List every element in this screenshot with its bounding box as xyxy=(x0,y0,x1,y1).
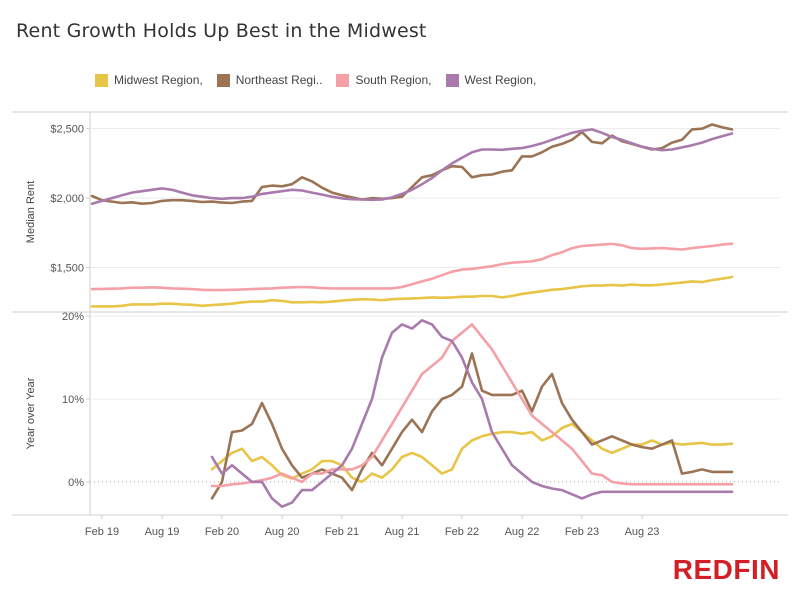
yoy-y-tick-label: 10% xyxy=(62,394,84,406)
x-tick-label: Feb 23 xyxy=(565,526,599,538)
rent-series-line-northeast xyxy=(90,123,734,205)
rent-y-tick-label: $1,500 xyxy=(50,263,84,275)
redfin-logo: REDFIN xyxy=(672,554,780,585)
legend-item-west[interactable]: West Region, xyxy=(445,70,537,90)
chart-title: Rent Growth Holds Up Best in the Midwest xyxy=(16,20,427,42)
x-tick-label: Feb 22 xyxy=(445,526,479,538)
rent-y-axis-label: Median Rent xyxy=(25,181,37,243)
legend-swatch-south xyxy=(336,73,350,87)
x-tick-label: Aug 20 xyxy=(265,526,300,538)
legend-item-midwest[interactable]: Midwest Region, xyxy=(95,70,203,90)
legend-label-west: West Region, xyxy=(464,73,537,87)
yoy-series-line-west xyxy=(210,318,734,509)
yoy-series-line-south xyxy=(210,323,734,488)
x-tick-label: Feb 21 xyxy=(325,526,359,538)
rent-series-line-west xyxy=(90,128,734,205)
x-tick-label: Aug 19 xyxy=(145,526,180,538)
legend: Midwest Region, Northeast Regi.. South R… xyxy=(95,70,550,90)
yoy-y-tick-label: 20% xyxy=(62,311,84,323)
rent-y-tick-label: $2,500 xyxy=(50,124,84,136)
rent-series-line-midwest xyxy=(90,275,734,308)
rent-y-tick-label: $2,000 xyxy=(50,193,84,205)
x-tick-label: Aug 23 xyxy=(625,526,660,538)
legend-item-south[interactable]: South Region, xyxy=(336,70,432,90)
yoy-y-axis-label: Year over Year xyxy=(25,377,37,449)
legend-item-northeast[interactable]: Northeast Regi.. xyxy=(216,70,323,90)
yoy-y-tick-label: 0% xyxy=(68,477,84,489)
x-tick-label: Aug 21 xyxy=(385,526,420,538)
legend-swatch-west xyxy=(445,73,459,87)
legend-label-south: South Region, xyxy=(355,73,432,87)
x-tick-label: Feb 19 xyxy=(85,526,119,538)
legend-swatch-northeast xyxy=(216,73,230,87)
rent-series-line-south xyxy=(90,242,734,292)
x-tick-label: Feb 20 xyxy=(205,526,239,538)
legend-label-northeast: Northeast Regi.. xyxy=(235,73,323,87)
x-tick-label: Aug 22 xyxy=(505,526,540,538)
yoy-series-line-midwest xyxy=(210,422,734,484)
legend-swatch-midwest xyxy=(95,73,108,87)
legend-label-midwest: Midwest Region, xyxy=(114,73,203,87)
yoy-series-line-northeast xyxy=(210,352,734,500)
